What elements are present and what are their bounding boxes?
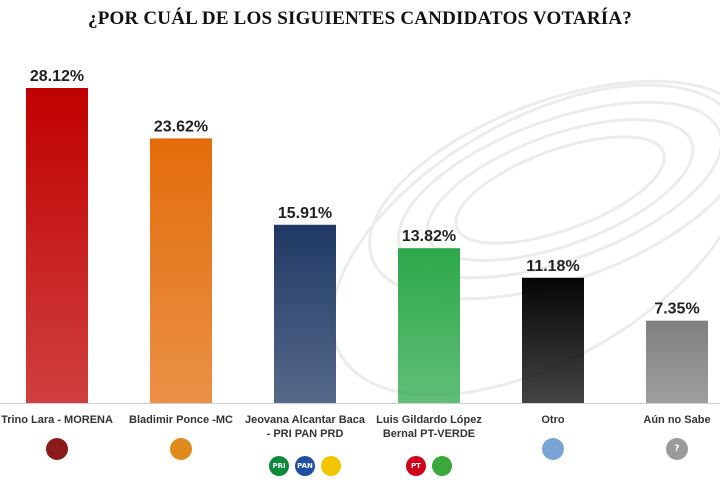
bar-4 [398, 248, 460, 403]
x-tick-label-2: Bladimir Ponce -MC [129, 414, 233, 426]
pri-logo-icon: PRI [269, 456, 289, 476]
bar-5 [522, 277, 584, 403]
question-icon: ? [666, 438, 688, 460]
user-icon [542, 438, 564, 460]
verde-logo-icon [432, 456, 452, 476]
x-tick-label-5: Otro [541, 414, 565, 426]
bar-1 [26, 88, 88, 403]
chart-title: ¿POR CUÁL DE LOS SIGUIENTES CANDIDATOS V… [88, 8, 632, 29]
mc-eagle-logo-icon [170, 438, 192, 460]
prd-logo-icon [321, 456, 341, 476]
data-label-3: 15.91% [278, 205, 332, 222]
x-tick-label-6: Aún no Sabe [643, 414, 711, 426]
data-label-1: 28.12% [30, 68, 84, 85]
x-tick-label-1: Trino Lara - MORENA [1, 414, 113, 426]
data-label-2: 23.62% [154, 118, 208, 135]
bar-3 [274, 224, 336, 403]
morena-logo-icon [46, 438, 68, 460]
data-label-4: 13.82% [402, 228, 456, 245]
x-tick-label-4: Luis Gildardo López Bernal PT-VERDE [376, 414, 482, 440]
data-label-6: 7.35% [654, 301, 699, 318]
pt-logo-icon: PT [406, 456, 426, 476]
data-label-5: 11.18% [526, 258, 579, 275]
bar-2 [150, 138, 212, 403]
x-tick-label-3: Jeovana Alcantar Baca - PRI PAN PRD [244, 414, 366, 440]
bar-6 [646, 320, 708, 403]
pan-logo-icon: PAN [295, 456, 315, 476]
